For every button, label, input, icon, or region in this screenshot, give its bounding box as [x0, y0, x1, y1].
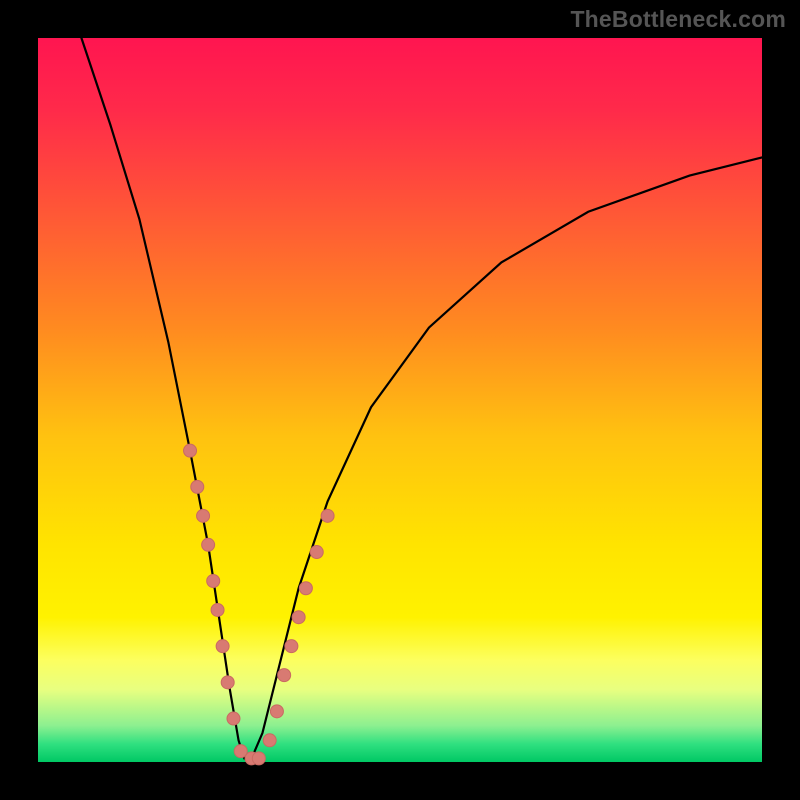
data-marker [202, 538, 215, 551]
data-marker [216, 640, 229, 653]
data-marker [270, 705, 283, 718]
bottleneck-chart [0, 0, 800, 800]
data-marker [252, 752, 265, 765]
data-marker [299, 582, 312, 595]
data-marker [197, 509, 210, 522]
data-marker [191, 480, 204, 493]
watermark-text: TheBottleneck.com [570, 6, 786, 33]
plot-background [38, 38, 762, 762]
data-marker [207, 575, 220, 588]
data-marker [227, 712, 240, 725]
data-marker [292, 611, 305, 624]
chart-frame: TheBottleneck.com [0, 0, 800, 800]
data-marker [321, 509, 334, 522]
data-marker [184, 444, 197, 457]
data-marker [285, 640, 298, 653]
data-marker [211, 603, 224, 616]
data-marker [221, 676, 234, 689]
data-marker [310, 546, 323, 559]
data-marker [278, 669, 291, 682]
data-marker [263, 734, 276, 747]
